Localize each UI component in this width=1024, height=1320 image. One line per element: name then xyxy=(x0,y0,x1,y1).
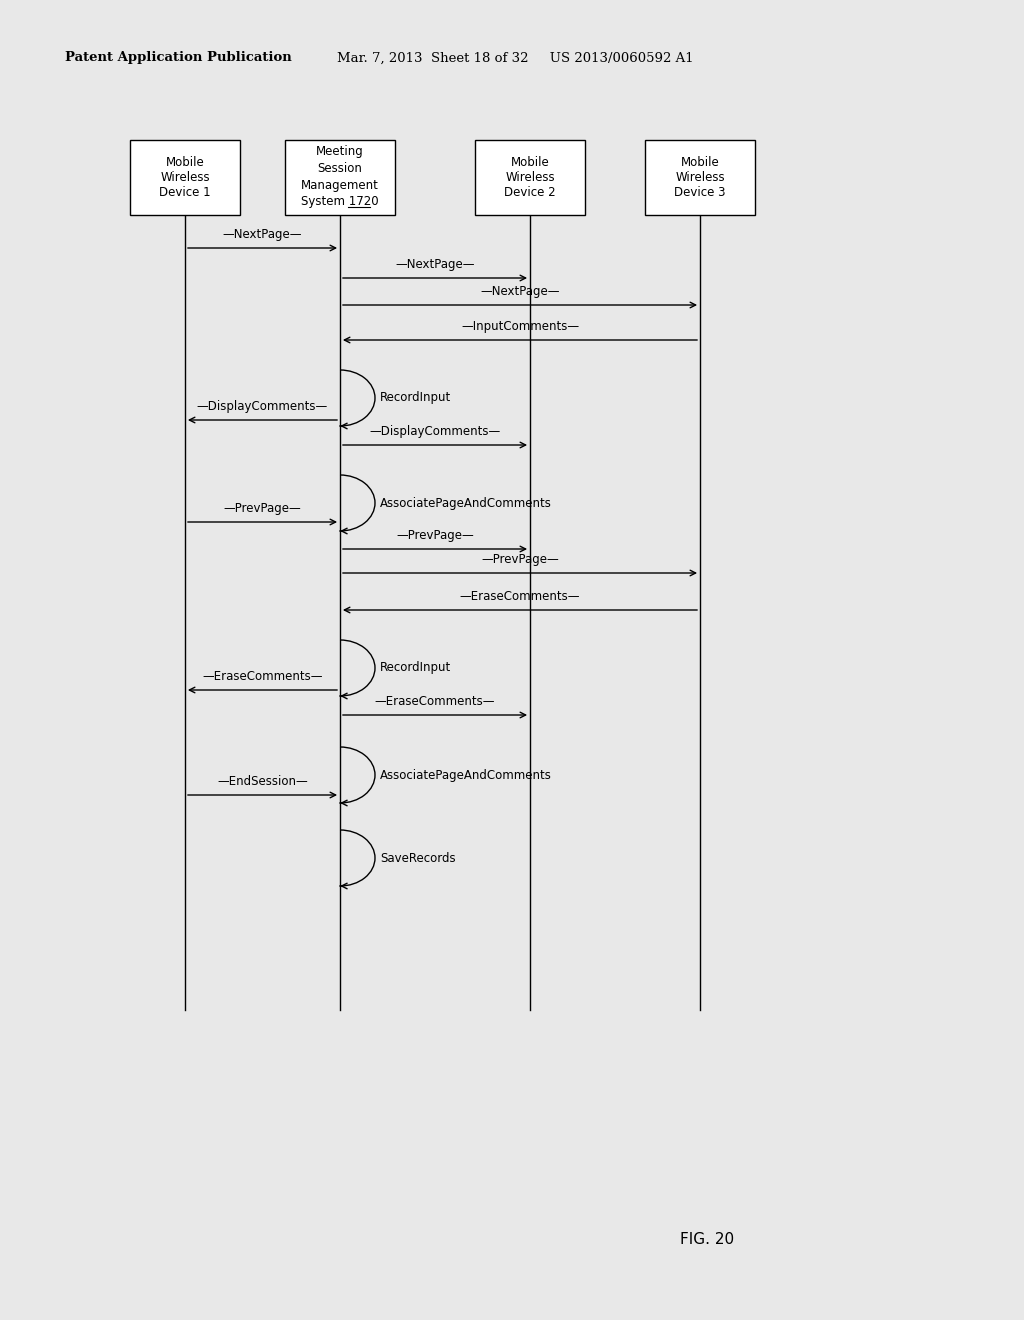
Bar xyxy=(475,140,585,215)
Text: Patent Application Publication: Patent Application Publication xyxy=(65,51,292,65)
Text: —PrevPage—: —PrevPage— xyxy=(223,502,301,515)
Text: —InputComments—: —InputComments— xyxy=(461,319,579,333)
Text: —PrevPage—: —PrevPage— xyxy=(396,529,474,543)
Text: —EraseComments—: —EraseComments— xyxy=(203,671,323,682)
Bar xyxy=(130,140,240,215)
Text: FIG. 20: FIG. 20 xyxy=(680,1233,734,1247)
Bar xyxy=(285,140,395,215)
Text: —EraseComments—: —EraseComments— xyxy=(375,696,496,708)
Text: AssociatePageAndComments: AssociatePageAndComments xyxy=(380,768,552,781)
Text: —DisplayComments—: —DisplayComments— xyxy=(370,425,501,438)
Text: SaveRecords: SaveRecords xyxy=(380,851,456,865)
Text: —EraseComments—: —EraseComments— xyxy=(460,590,581,603)
Text: —NextPage—: —NextPage— xyxy=(223,228,302,242)
Text: Meeting: Meeting xyxy=(316,145,364,158)
Text: —NextPage—: —NextPage— xyxy=(395,257,475,271)
Text: RecordInput: RecordInput xyxy=(380,392,452,404)
Text: Mobile
Wireless
Device 1: Mobile Wireless Device 1 xyxy=(159,156,211,199)
Text: Management: Management xyxy=(301,178,379,191)
Text: AssociatePageAndComments: AssociatePageAndComments xyxy=(380,496,552,510)
Text: Mar. 7, 2013  Sheet 18 of 32     US 2013/0060592 A1: Mar. 7, 2013 Sheet 18 of 32 US 2013/0060… xyxy=(319,51,693,65)
Text: —PrevPage—: —PrevPage— xyxy=(481,553,559,566)
Text: —EndSession—: —EndSession— xyxy=(217,775,308,788)
Text: —DisplayComments—: —DisplayComments— xyxy=(197,400,328,413)
Text: Session: Session xyxy=(317,162,362,174)
Text: Mobile
Wireless
Device 3: Mobile Wireless Device 3 xyxy=(674,156,726,199)
Text: —NextPage—: —NextPage— xyxy=(480,285,560,298)
Text: Mobile
Wireless
Device 2: Mobile Wireless Device 2 xyxy=(504,156,556,199)
Text: System 1720: System 1720 xyxy=(301,195,379,209)
Text: RecordInput: RecordInput xyxy=(380,661,452,675)
Bar xyxy=(645,140,755,215)
